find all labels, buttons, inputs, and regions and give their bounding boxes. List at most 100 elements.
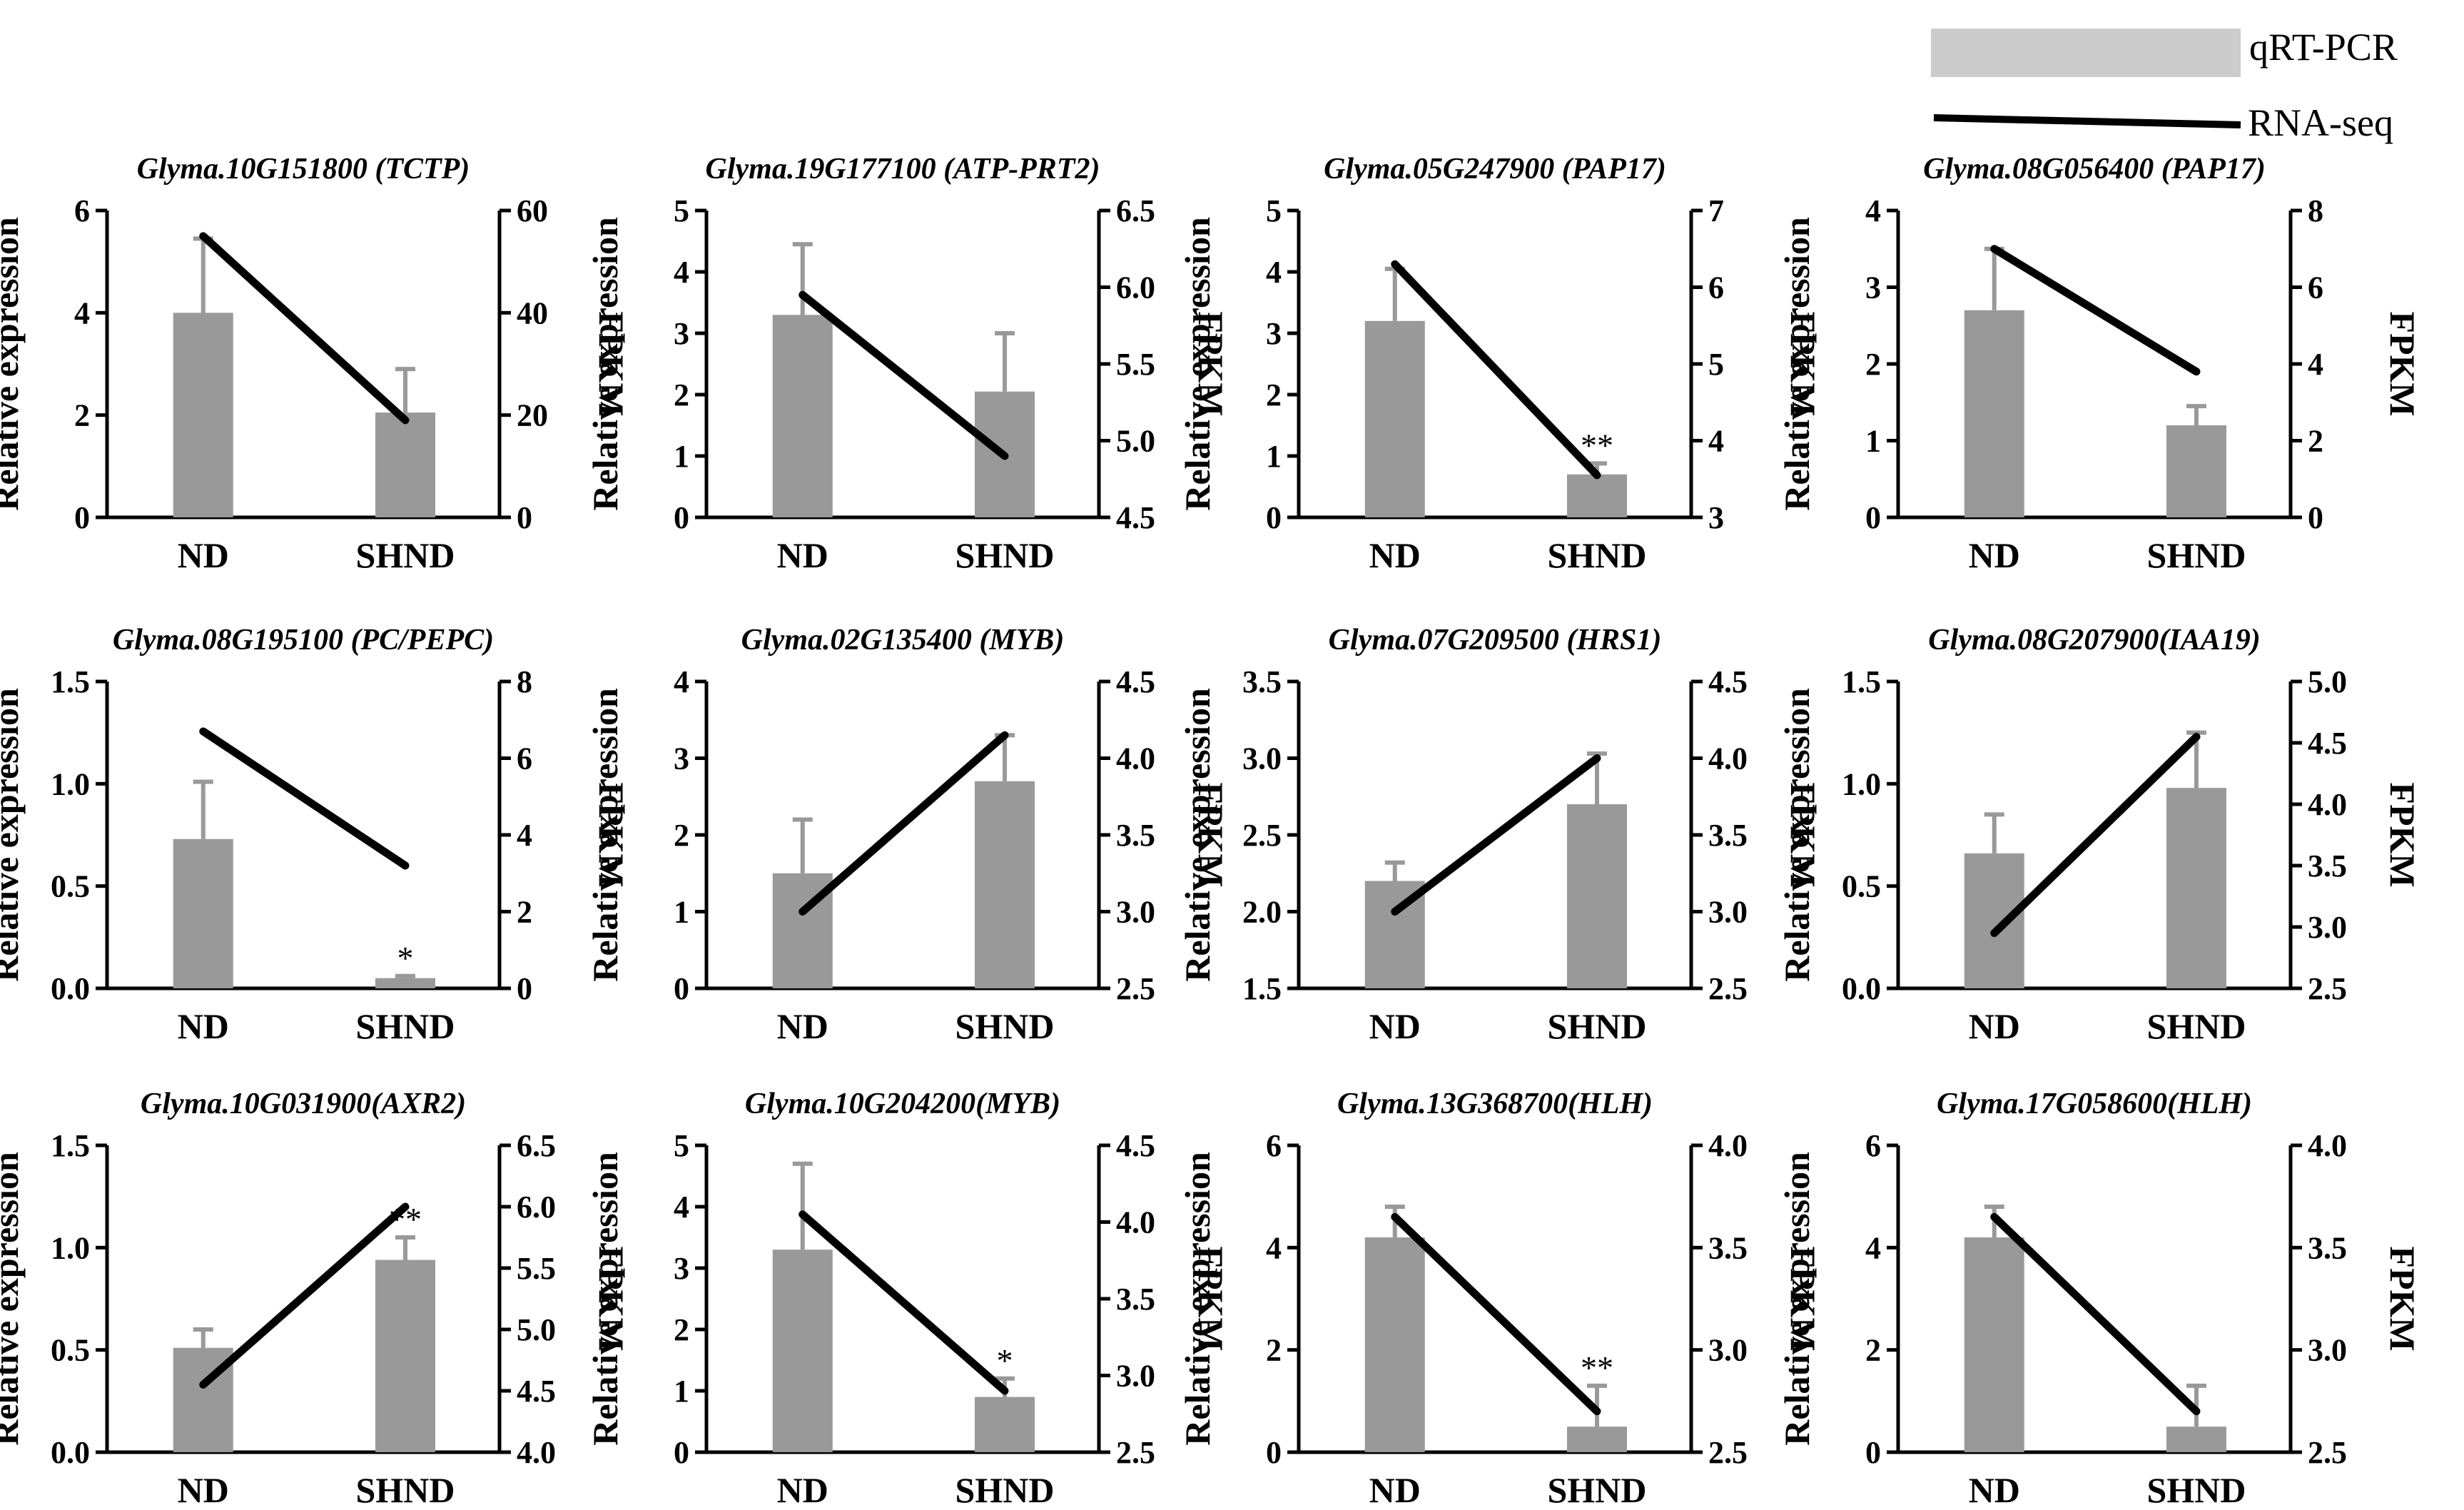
y2-tick-label: 5	[1708, 347, 1724, 382]
y2-axis-label: FPKM	[2383, 311, 2423, 416]
x-tick-label: SHND	[955, 535, 1055, 575]
y2-axis-label: FPKM	[1783, 1246, 1823, 1351]
legend-rnaseq-swatch	[1933, 114, 2241, 128]
chart-title: Glyma.10G151800 (TCTP)	[137, 153, 470, 186]
x-tick-label: ND	[1969, 1470, 2020, 1506]
chart-panel-8: Glyma.08G207900(IAA19) 0.0 0.5 1.0 1.5 2.5 3.0…	[1777, 624, 2423, 1046]
y-tick-label: 0.5	[1842, 869, 1881, 904]
y2-tick-label: 2.5	[1708, 971, 1748, 1006]
y-tick-label: 0	[1865, 500, 1881, 535]
fpkm-line	[798, 290, 1009, 460]
x-tick-label: SHND	[356, 1470, 455, 1506]
fpkm-line	[1990, 1212, 2201, 1416]
y2-axis-label: FPKM	[1783, 311, 1823, 416]
y2-tick-label: 4.5	[1116, 664, 1155, 699]
x-tick-label: ND	[1969, 535, 2020, 575]
x-tick-label: ND	[178, 1470, 229, 1506]
y2-tick-label: 6.0	[1116, 270, 1155, 305]
chart-title: Glyma.07G209500 (HRS1)	[1329, 624, 1662, 657]
y2-tick-label: 6	[2308, 270, 2323, 305]
qpcr-bar	[1964, 1237, 2024, 1452]
x-tick-label: SHND	[955, 1470, 1055, 1506]
chart-title: Glyma.19G177100 (ATP-PRT2)	[706, 153, 1100, 186]
chart-title: Glyma.08G056400 (PAP17)	[1923, 153, 2266, 186]
chart-panel-5: Glyma.08G195100 (PC/PEPC) 0.0 0.5 1.0 1.5 0 2 4…	[0, 624, 632, 1046]
y2-tick-label: 2.5	[1116, 971, 1155, 1006]
legend-qpcr-label: qRT-PCR	[2249, 26, 2398, 69]
legend-rnaseq-label: RNA-seq	[2248, 101, 2393, 144]
y-tick-label: 4	[74, 295, 90, 330]
x-tick-label: ND	[178, 1006, 229, 1046]
y-tick-label: 5	[674, 1128, 689, 1163]
y-tick-label: 4	[1865, 1230, 1881, 1265]
y-axis-label: Relative expression	[0, 217, 26, 511]
chart-panel-12: Glyma.17G058600(HLH) 0 2 4 6 2.5 3.0 3.5 4.0 Rela…	[1777, 1088, 2423, 1510]
qpcr-bar	[375, 412, 435, 517]
y2-axis-label: FPKM	[592, 782, 632, 887]
chart-panel-7: Glyma.07G209500 (HRS1) 1.5 2.0 2.5 3.0 3.5 2.5…	[1177, 624, 1823, 1046]
fpkm-line	[1391, 260, 1601, 480]
y-tick-label: 6	[74, 193, 90, 228]
x-tick-label: ND	[178, 535, 229, 575]
chart-title: Glyma.17G058600(HLH)	[1937, 1088, 2252, 1120]
chart-title: Glyma.02G135400 (MYB)	[741, 624, 1065, 657]
fpkm-line	[1391, 754, 1601, 916]
y2-tick-label: 4.5	[1116, 1128, 1155, 1163]
y-tick-label: 2	[1266, 1333, 1282, 1368]
y2-axis-label: FPKM	[592, 1246, 632, 1351]
y-tick-label: 2	[1865, 347, 1881, 382]
qpcr-bar	[975, 1397, 1035, 1452]
y-tick-label: 3	[674, 1251, 689, 1286]
y2-tick-label: 5.0	[2308, 664, 2347, 699]
fpkm-line	[1990, 245, 2201, 376]
y-tick-label: 0	[1266, 1435, 1282, 1470]
y-tick-label: 0	[674, 971, 689, 1006]
y-tick-label: 1.5	[1842, 664, 1881, 699]
y-tick-label: 4	[674, 1190, 689, 1225]
chart-panel-1: Glyma.10G151800 (TCTP)02460204060Relativ…	[0, 153, 632, 575]
qpcr-bar	[1567, 474, 1627, 517]
y2-tick-label: 4.0	[1116, 741, 1155, 776]
y-tick-label: 1.5	[1242, 971, 1282, 1006]
y2-tick-label: 4	[2308, 347, 2323, 382]
y2-tick-label: 3.5	[1116, 818, 1155, 853]
y2-axis-label: FPKM	[1191, 1246, 1231, 1351]
qpcr-bar	[2166, 425, 2226, 517]
chart-panel-10: Glyma.10G204200(MYB) 0 1 2 3 4 5 2.5 3.0 3.5 4.0 4.…	[585, 1088, 1231, 1510]
y-tick-label: 5	[1266, 193, 1282, 228]
y2-tick-label: 3.5	[1708, 1230, 1748, 1265]
y-axis-label: Relative expression	[1177, 1152, 1217, 1446]
y2-tick-label: 3.0	[1708, 895, 1748, 930]
x-tick-label: SHND	[1548, 535, 1647, 575]
x-tick-label: SHND	[955, 1006, 1055, 1046]
y-tick-label: 4	[674, 664, 689, 699]
x-tick-label: SHND	[1548, 1006, 1647, 1046]
x-tick-label: ND	[777, 1470, 828, 1506]
y-tick-label: 6	[1266, 1128, 1282, 1163]
y-tick-label: 3	[1865, 270, 1881, 305]
x-tick-label: SHND	[356, 535, 455, 575]
y-tick-label: 0	[1865, 1435, 1881, 1470]
y-axis-label: Relative expression	[1777, 688, 1817, 982]
x-tick-label: SHND	[1548, 1470, 1647, 1506]
y-tick-label: 2	[674, 1312, 689, 1347]
y2-tick-label: 2.5	[1116, 1435, 1155, 1470]
y-tick-label: 0.0	[1842, 971, 1881, 1006]
y2-tick-label: 4.5	[517, 1374, 556, 1409]
y-tick-label: 1.5	[51, 1128, 90, 1163]
fpkm-line	[1391, 1212, 1601, 1416]
y-tick-label: 2.0	[1242, 895, 1282, 930]
x-tick-label: ND	[777, 1006, 828, 1046]
y2-tick-label: 8	[2308, 193, 2323, 228]
y2-tick-label: 3.0	[1116, 1359, 1155, 1394]
qpcr-bar	[375, 978, 435, 988]
y-tick-label: 0.0	[51, 971, 90, 1006]
y2-tick-label: 3.0	[2308, 910, 2347, 945]
y2-axis-label: FPKM	[592, 311, 632, 416]
y-tick-label: 0	[674, 500, 689, 535]
significance-label: *	[397, 940, 414, 976]
y2-tick-label: 3.0	[1116, 895, 1155, 930]
fpkm-line	[798, 1210, 1009, 1395]
y-tick-label: 2	[1865, 1333, 1881, 1368]
